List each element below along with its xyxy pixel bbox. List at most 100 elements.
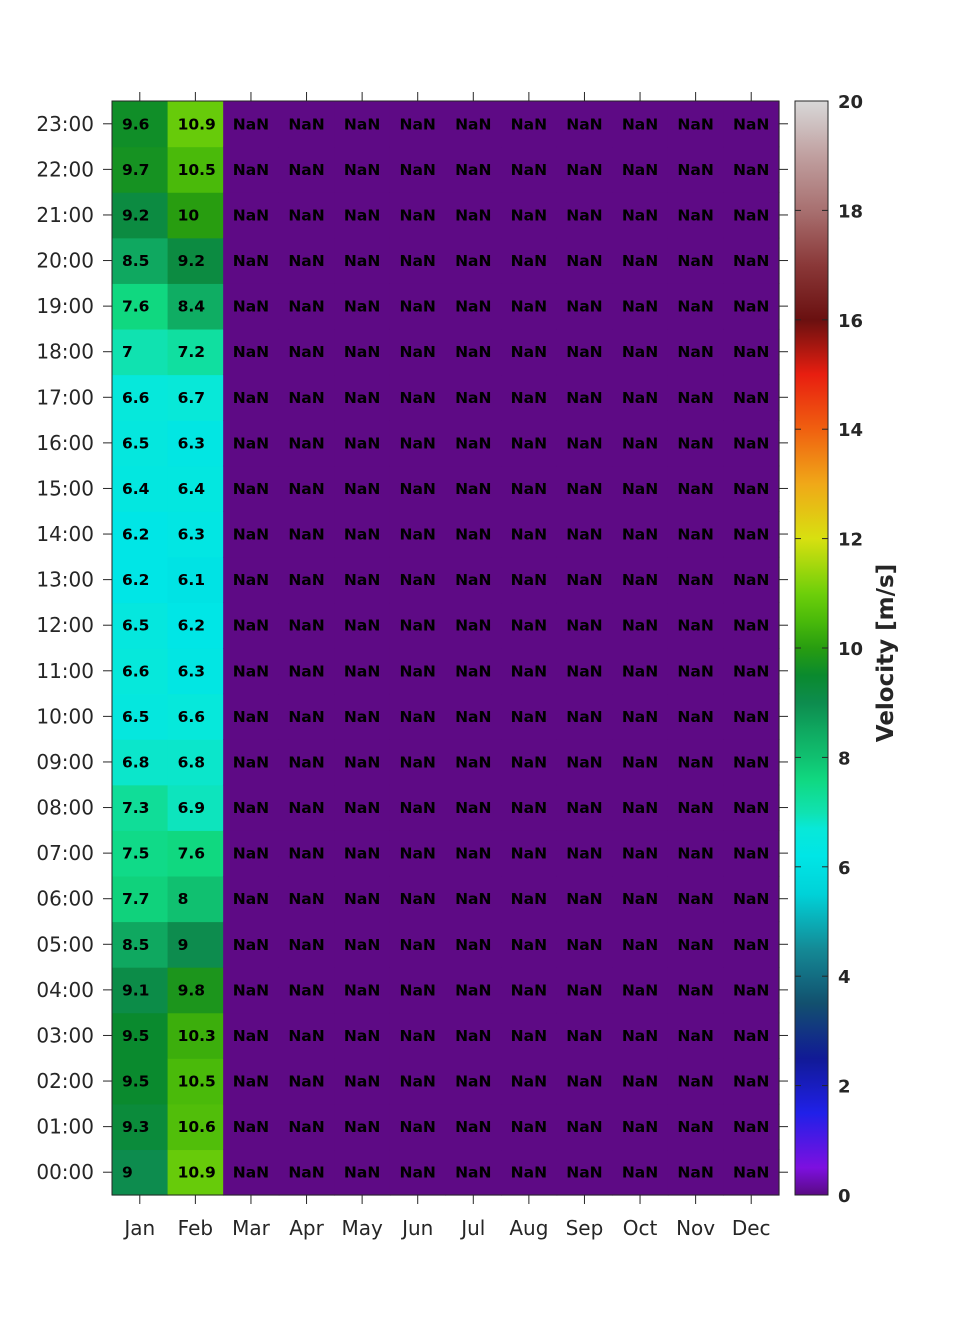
- cell-value-label: NaN: [288, 1164, 324, 1182]
- cell-value-label: 6.4: [178, 480, 206, 498]
- cell-value-label: NaN: [455, 708, 491, 726]
- heatmap-cell-nov-2000: [667, 237, 725, 284]
- cell-value-label: NaN: [233, 298, 269, 316]
- cell-value-label: 6.3: [178, 526, 205, 544]
- cell-value-label: NaN: [233, 1118, 269, 1136]
- cell-value-label: NaN: [566, 1164, 602, 1182]
- cell-value-label: NaN: [622, 981, 658, 999]
- heatmap-cell-may-2000: [334, 237, 391, 284]
- cell-value-label: NaN: [455, 981, 491, 999]
- heatmap-cell-jan-1700: [112, 374, 169, 421]
- heatmap-cell-oct-1500: [612, 465, 669, 512]
- heatmap-cell-apr-0100: [278, 1103, 335, 1151]
- cell-value-label: NaN: [233, 206, 269, 224]
- cell-value-label: NaN: [344, 434, 380, 452]
- cell-value-label: NaN: [344, 708, 380, 726]
- cell-value-label: NaN: [733, 480, 769, 498]
- heatmap-cell-nov-2100: [667, 192, 725, 239]
- y-tick-label: 00:00: [36, 1160, 94, 1184]
- cell-value-label: NaN: [400, 298, 436, 316]
- y-tick-label: 13:00: [36, 568, 94, 592]
- heatmap-cell-may-0000: [334, 1149, 391, 1196]
- x-tick-label: Jan: [122, 1216, 155, 1240]
- y-tick-label: 04:00: [36, 978, 94, 1002]
- cell-value-label: 9.5: [122, 1073, 149, 1091]
- heatmap-cell-aug-1900: [501, 283, 558, 330]
- heatmap-cell-jul-0400: [445, 967, 502, 1014]
- y-tick-label: 01:00: [36, 1115, 94, 1139]
- heatmap-cell-dec-1800: [723, 328, 780, 376]
- cell-value-label: NaN: [344, 526, 380, 544]
- cell-value-label: NaN: [622, 753, 658, 771]
- heatmap-cell-oct-0200: [612, 1058, 669, 1105]
- heatmap-cell-jan-1500: [112, 465, 169, 512]
- heatmap-cell-aug-2000: [501, 237, 558, 284]
- heatmap-cell-feb-1600: [167, 420, 224, 467]
- heatmap-cell-jan-1400: [112, 511, 169, 558]
- plot-frame: [111, 100, 780, 1196]
- heatmap-cell-may-0200: [334, 1058, 391, 1105]
- cell-value-label: NaN: [233, 526, 269, 544]
- colorbar-tick-label: 18: [838, 201, 863, 222]
- cell-value-label: NaN: [511, 845, 547, 863]
- heatmap-cell-nov-0800: [667, 784, 725, 831]
- cell-value-label: NaN: [288, 890, 324, 908]
- cell-value-label: NaN: [288, 936, 324, 954]
- y-tick-label: 23:00: [36, 112, 94, 136]
- heatmap-cell-nov-2300: [667, 101, 725, 148]
- cell-value-label: 6.8: [122, 753, 149, 771]
- heatmap-cell-apr-1500: [278, 465, 335, 512]
- heatmap-cell-jun-1500: [389, 465, 447, 512]
- heatmap-cell-sep-0300: [556, 1012, 613, 1059]
- cell-value-label: 6.6: [122, 389, 149, 407]
- heatmap-cell-may-1900: [334, 283, 391, 330]
- heatmap-cell-aug-0300: [501, 1012, 558, 1059]
- cell-value-label: NaN: [733, 298, 769, 316]
- colorbar-tick-label: 14: [838, 420, 863, 441]
- heatmap-cell-sep-0700: [556, 830, 613, 877]
- heatmap-cell-jun-1700: [389, 374, 447, 421]
- heatmap-cell-jul-2300: [445, 101, 502, 148]
- y-tick-label: 22:00: [36, 157, 94, 181]
- heatmap-cell-may-1600: [334, 420, 391, 467]
- x-tick-label: Nov: [676, 1216, 715, 1240]
- heatmap-cell-jun-2100: [389, 192, 447, 239]
- heatmap-cell-apr-1600: [278, 420, 335, 467]
- heatmap-cell-nov-0900: [667, 739, 725, 786]
- heatmap-cell-feb-1700: [167, 374, 224, 421]
- cell-value-label: NaN: [566, 845, 602, 863]
- cell-value-label: NaN: [677, 936, 713, 954]
- heatmap-cell-jul-0200: [445, 1058, 502, 1105]
- cell-value-label: NaN: [677, 252, 713, 270]
- cell-value-label: 6.2: [178, 617, 205, 635]
- cell-value-label: NaN: [455, 389, 491, 407]
- heatmap-cell-mar-1300: [223, 556, 280, 604]
- cell-value-label: NaN: [511, 981, 547, 999]
- x-tick-label: Jun: [400, 1216, 433, 1240]
- heatmap-cell-sep-0200: [556, 1058, 613, 1105]
- heatmap-cell-may-1100: [334, 648, 391, 695]
- heatmap-cell-jul-1800: [445, 328, 502, 376]
- cell-value-label: NaN: [400, 1164, 436, 1182]
- heatmap-cell-jun-1200: [389, 602, 447, 649]
- cell-value-label: 9.8: [178, 981, 205, 999]
- y-tick-label: 12:00: [36, 613, 94, 637]
- cell-value-label: NaN: [233, 389, 269, 407]
- cell-value-label: NaN: [677, 662, 713, 680]
- cell-value-label: NaN: [344, 206, 380, 224]
- x-tick-label: Mar: [232, 1216, 271, 1240]
- heatmap-cell-sep-1900: [556, 283, 613, 330]
- heatmap-cell-aug-0600: [501, 875, 558, 923]
- heatmap-cell-may-2300: [334, 101, 391, 148]
- cell-value-label: NaN: [400, 161, 436, 179]
- heatmap-cell-jan-0500: [112, 921, 169, 968]
- cell-value-label: NaN: [622, 799, 658, 817]
- cell-value-label: 10.5: [178, 1073, 216, 1091]
- cell-value-label: NaN: [455, 571, 491, 589]
- cell-value-label: NaN: [288, 161, 324, 179]
- cell-value-label: NaN: [677, 1027, 713, 1045]
- cell-value-label: NaN: [511, 617, 547, 635]
- heatmap-cell-feb-1200: [167, 602, 224, 649]
- heatmap-cell-sep-1700: [556, 374, 613, 421]
- heatmap-cell-jan-0700: [112, 830, 169, 877]
